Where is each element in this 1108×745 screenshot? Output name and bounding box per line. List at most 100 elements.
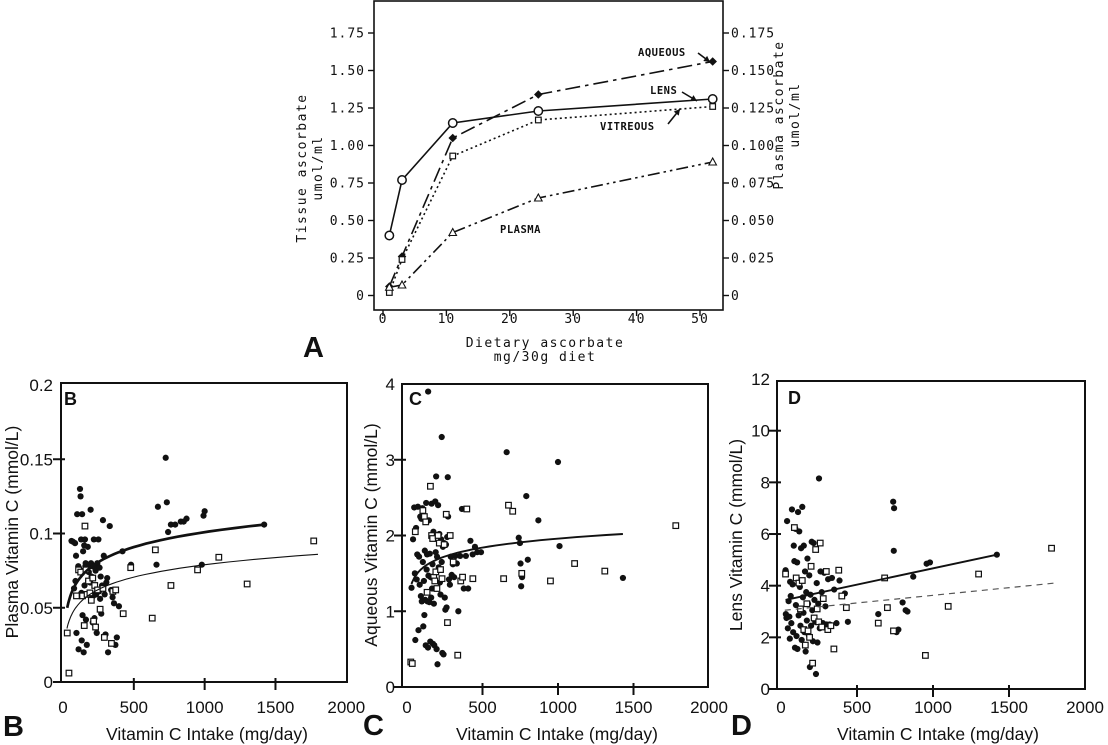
- data-point: [408, 660, 416, 667]
- series-line: [388, 60, 713, 287]
- data-point: [794, 508, 802, 516]
- thin-fit-curve: [66, 553, 319, 629]
- x-tick-label: 500: [843, 698, 871, 717]
- y-tick-label: 12: [751, 370, 770, 389]
- data-point: [890, 547, 897, 554]
- data-point: [800, 542, 807, 549]
- data-point: [429, 535, 437, 542]
- x-axis-title-units: mg/30g diet: [494, 350, 597, 365]
- data-point: [423, 566, 430, 573]
- data-point: [96, 564, 103, 571]
- y-tick-label-left: 1.75: [330, 27, 365, 42]
- data-point: [890, 627, 897, 635]
- data-point: [127, 564, 135, 572]
- data-point: [812, 670, 820, 678]
- x-tick-label: 500: [468, 698, 496, 717]
- data-point: [807, 622, 815, 629]
- data-point: [87, 596, 95, 604]
- data-point: [789, 581, 796, 588]
- x-tick-label: 0: [402, 698, 411, 717]
- data-point: [500, 575, 508, 583]
- series-plasma: [384, 156, 718, 291]
- y-tick-label-right: 0.050: [731, 214, 775, 229]
- data-point: [571, 560, 579, 567]
- panel-a-chart: 0 10 20 30 40 50 0 0.25 0.50 0.75 1.00 1.25 1.50 1.75…: [295, 0, 803, 365]
- data-point: [459, 573, 466, 581]
- data-point: [90, 617, 97, 625]
- data-point: [672, 522, 680, 530]
- series-marker: [707, 94, 718, 104]
- series-line: [389, 161, 713, 289]
- data-point: [838, 592, 846, 600]
- series-marker: [448, 133, 458, 143]
- data-point: [81, 536, 89, 543]
- series-marker: [533, 192, 544, 202]
- series-marker: [384, 230, 395, 241]
- data-point: [801, 641, 809, 649]
- data-point: [438, 575, 446, 583]
- data-point: [503, 449, 510, 456]
- data-point: [782, 570, 789, 578]
- data-point: [97, 573, 104, 580]
- y-axis-title: Plasma Vitamin C (mmol/L): [2, 426, 22, 639]
- data-point: [412, 636, 419, 644]
- data-point: [437, 566, 444, 573]
- data-point: [944, 602, 952, 610]
- data-point: [798, 636, 805, 644]
- data-point: [73, 592, 80, 600]
- data-point: [97, 595, 104, 602]
- curve-label-aqueous: AQUEOUS: [638, 47, 711, 63]
- curve-label-text: AQUEOUS: [638, 47, 686, 59]
- data-point: [119, 610, 127, 618]
- data-point: [72, 552, 80, 559]
- data-point: [95, 536, 102, 543]
- y-tick-label-left: 0.25: [330, 252, 365, 267]
- data-point: [993, 551, 1000, 558]
- thick-fit-curve: [65, 523, 265, 609]
- data-point: [517, 560, 524, 567]
- data-point: [438, 433, 445, 441]
- x-tick-label: 1500: [990, 698, 1028, 717]
- series-marker: [449, 152, 457, 160]
- dashed-fit-line: [784, 582, 1055, 611]
- data-point: [71, 540, 79, 547]
- data-point: [818, 623, 826, 631]
- data-point: [462, 552, 469, 560]
- data-point: [443, 604, 450, 611]
- scatter-open-squares: [782, 524, 1055, 667]
- data-point: [788, 506, 796, 513]
- scatter-filled-circles: [408, 388, 627, 668]
- y-tick-label-right: 0.125: [731, 102, 775, 117]
- data-point: [79, 612, 86, 619]
- data-point: [93, 629, 100, 637]
- panel-c-letter: C: [363, 710, 384, 742]
- data-point: [419, 507, 427, 514]
- data-point: [417, 593, 424, 600]
- series-marker: [709, 103, 717, 110]
- data-point: [828, 574, 836, 582]
- data-point: [455, 608, 462, 615]
- data-point: [428, 594, 435, 601]
- x-tick-label: 1000: [186, 698, 224, 717]
- data-point: [82, 616, 90, 623]
- data-point: [535, 517, 542, 524]
- data-point: [793, 632, 800, 640]
- data-point: [408, 584, 415, 591]
- data-point: [822, 603, 829, 610]
- data-point: [87, 506, 94, 513]
- data-point: [812, 546, 820, 553]
- data-point: [509, 507, 517, 515]
- y-tick-label: 0.05: [20, 599, 53, 618]
- data-point: [451, 574, 458, 581]
- y-tick-label-left: 0.75: [330, 177, 365, 192]
- data-point: [811, 596, 818, 603]
- series-marker: [708, 57, 717, 66]
- data-point: [783, 518, 791, 525]
- data-point: [434, 532, 442, 539]
- data-point: [619, 574, 627, 582]
- x-tick-label: 1000: [914, 698, 952, 717]
- data-point: [554, 458, 562, 466]
- data-point: [460, 585, 467, 592]
- data-point: [874, 619, 882, 627]
- data-point: [518, 569, 526, 577]
